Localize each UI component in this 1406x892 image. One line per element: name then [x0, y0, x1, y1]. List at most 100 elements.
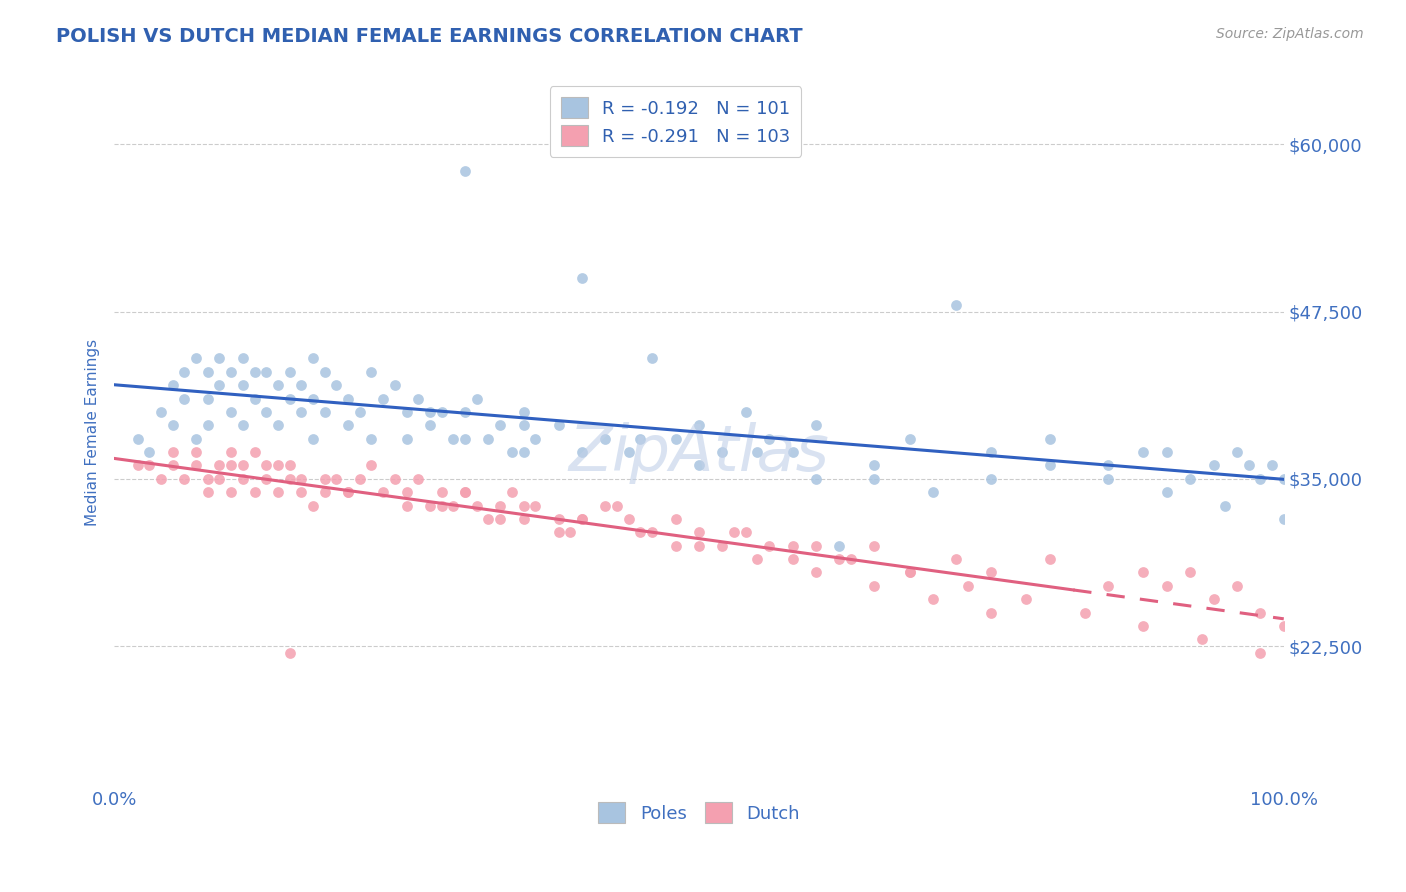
Point	[560, 525, 582, 540]
Point	[1202, 592, 1225, 607]
Point	[477, 512, 499, 526]
Point	[419, 499, 441, 513]
Point	[688, 525, 710, 540]
Point	[430, 499, 453, 513]
Point	[956, 579, 979, 593]
Point	[595, 432, 617, 446]
Point	[149, 405, 172, 419]
Point	[384, 472, 406, 486]
Text: ZipAtlas: ZipAtlas	[568, 422, 830, 484]
Point	[314, 472, 336, 486]
Point	[477, 432, 499, 446]
Point	[232, 418, 254, 433]
Point	[512, 418, 534, 433]
Point	[243, 445, 266, 459]
Point	[839, 552, 862, 566]
Point	[243, 392, 266, 406]
Point	[232, 458, 254, 473]
Point	[665, 432, 688, 446]
Point	[1249, 606, 1271, 620]
Point	[1156, 579, 1178, 593]
Point	[898, 566, 921, 580]
Point	[314, 365, 336, 379]
Point	[782, 552, 804, 566]
Point	[149, 472, 172, 486]
Point	[980, 566, 1002, 580]
Legend: Poles, Dutch: Poles, Dutch	[588, 792, 810, 834]
Point	[1039, 552, 1062, 566]
Point	[267, 485, 290, 500]
Point	[922, 485, 945, 500]
Point	[945, 552, 967, 566]
Point	[1015, 592, 1038, 607]
Point	[267, 418, 290, 433]
Point	[302, 432, 325, 446]
Point	[278, 646, 301, 660]
Point	[349, 405, 371, 419]
Point	[512, 445, 534, 459]
Point	[782, 445, 804, 459]
Point	[395, 485, 418, 500]
Point	[980, 606, 1002, 620]
Point	[980, 472, 1002, 486]
Point	[219, 405, 242, 419]
Point	[863, 579, 886, 593]
Point	[804, 539, 827, 553]
Point	[254, 405, 277, 419]
Point	[512, 499, 534, 513]
Point	[243, 485, 266, 500]
Point	[278, 458, 301, 473]
Point	[430, 405, 453, 419]
Point	[723, 525, 745, 540]
Point	[547, 525, 569, 540]
Point	[197, 365, 219, 379]
Point	[524, 499, 547, 513]
Point	[373, 485, 395, 500]
Point	[184, 351, 207, 366]
Point	[922, 592, 945, 607]
Point	[314, 405, 336, 419]
Point	[162, 378, 184, 392]
Point	[512, 405, 534, 419]
Point	[1180, 566, 1202, 580]
Point	[945, 298, 967, 312]
Point	[278, 392, 301, 406]
Point	[1272, 472, 1295, 486]
Point	[337, 418, 360, 433]
Point	[1249, 472, 1271, 486]
Point	[314, 485, 336, 500]
Point	[162, 458, 184, 473]
Point	[688, 539, 710, 553]
Point	[138, 445, 160, 459]
Point	[127, 432, 149, 446]
Point	[828, 552, 851, 566]
Point	[524, 432, 547, 446]
Point	[302, 499, 325, 513]
Point	[711, 445, 734, 459]
Point	[254, 365, 277, 379]
Point	[197, 472, 219, 486]
Point	[665, 512, 688, 526]
Point	[898, 432, 921, 446]
Point	[325, 472, 347, 486]
Point	[173, 472, 195, 486]
Point	[1074, 606, 1097, 620]
Point	[1261, 458, 1284, 473]
Point	[630, 432, 652, 446]
Point	[138, 458, 160, 473]
Point	[162, 418, 184, 433]
Point	[219, 365, 242, 379]
Point	[758, 432, 780, 446]
Point	[863, 539, 886, 553]
Point	[337, 392, 360, 406]
Point	[1272, 619, 1295, 633]
Point	[1156, 485, 1178, 500]
Point	[184, 432, 207, 446]
Point	[243, 365, 266, 379]
Point	[302, 351, 325, 366]
Point	[734, 405, 756, 419]
Point	[1156, 445, 1178, 459]
Point	[232, 351, 254, 366]
Point	[395, 499, 418, 513]
Point	[828, 539, 851, 553]
